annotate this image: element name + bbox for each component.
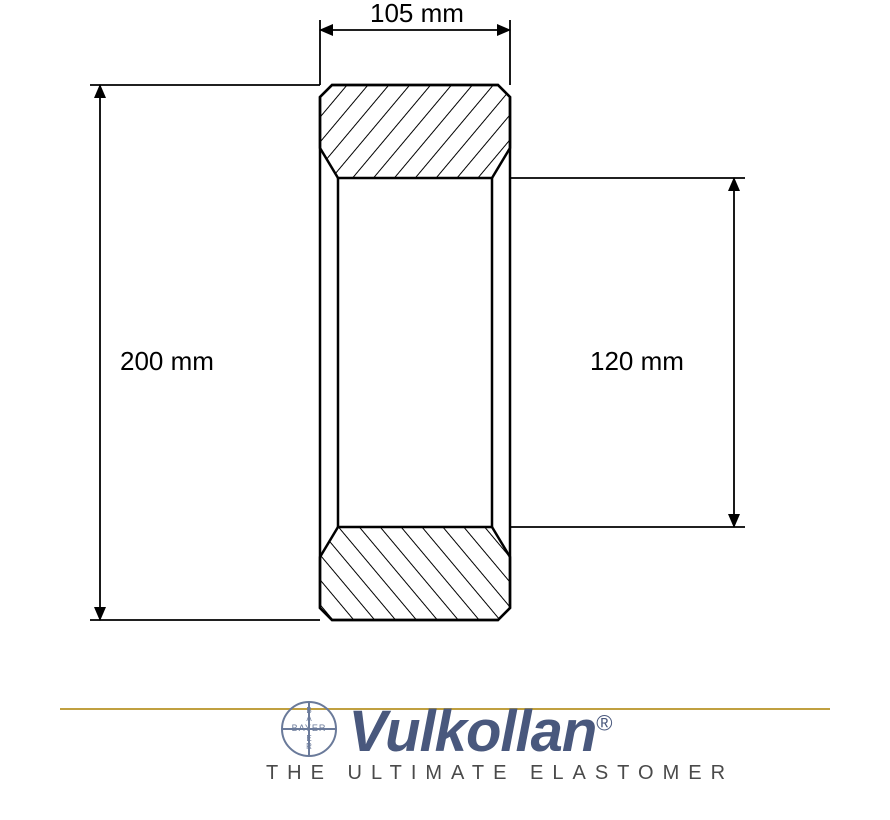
- brand-name: Vulkollan®: [349, 698, 612, 765]
- dimension-inner: 120 mm: [510, 178, 745, 527]
- drawing-stage: 105 mm 200 mm 120 mm BAYER: [0, 0, 890, 820]
- svg-text:A: A: [306, 714, 312, 723]
- dimension-inner-label: 120 mm: [590, 346, 684, 376]
- trademark-icon: ®: [596, 710, 611, 735]
- svg-text:BAYER: BAYER: [291, 723, 326, 733]
- technical-drawing-svg: 105 mm 200 mm 120 mm: [0, 0, 890, 700]
- dimension-width: 105 mm: [320, 0, 510, 85]
- brand-block: BAYER B A E R Vulkollan® THE ULTIMATE EL…: [0, 696, 890, 786]
- svg-text:R: R: [306, 742, 312, 751]
- bayer-logo-icon: BAYER B A E R: [279, 699, 339, 759]
- dimension-height: 200 mm: [90, 85, 320, 620]
- dimension-width-label: 105 mm: [370, 0, 464, 28]
- brand-tagline: THE ULTIMATE ELASTOMER: [110, 762, 890, 785]
- dimension-height-label: 200 mm: [120, 346, 214, 376]
- wheel-cross-section: [320, 85, 510, 620]
